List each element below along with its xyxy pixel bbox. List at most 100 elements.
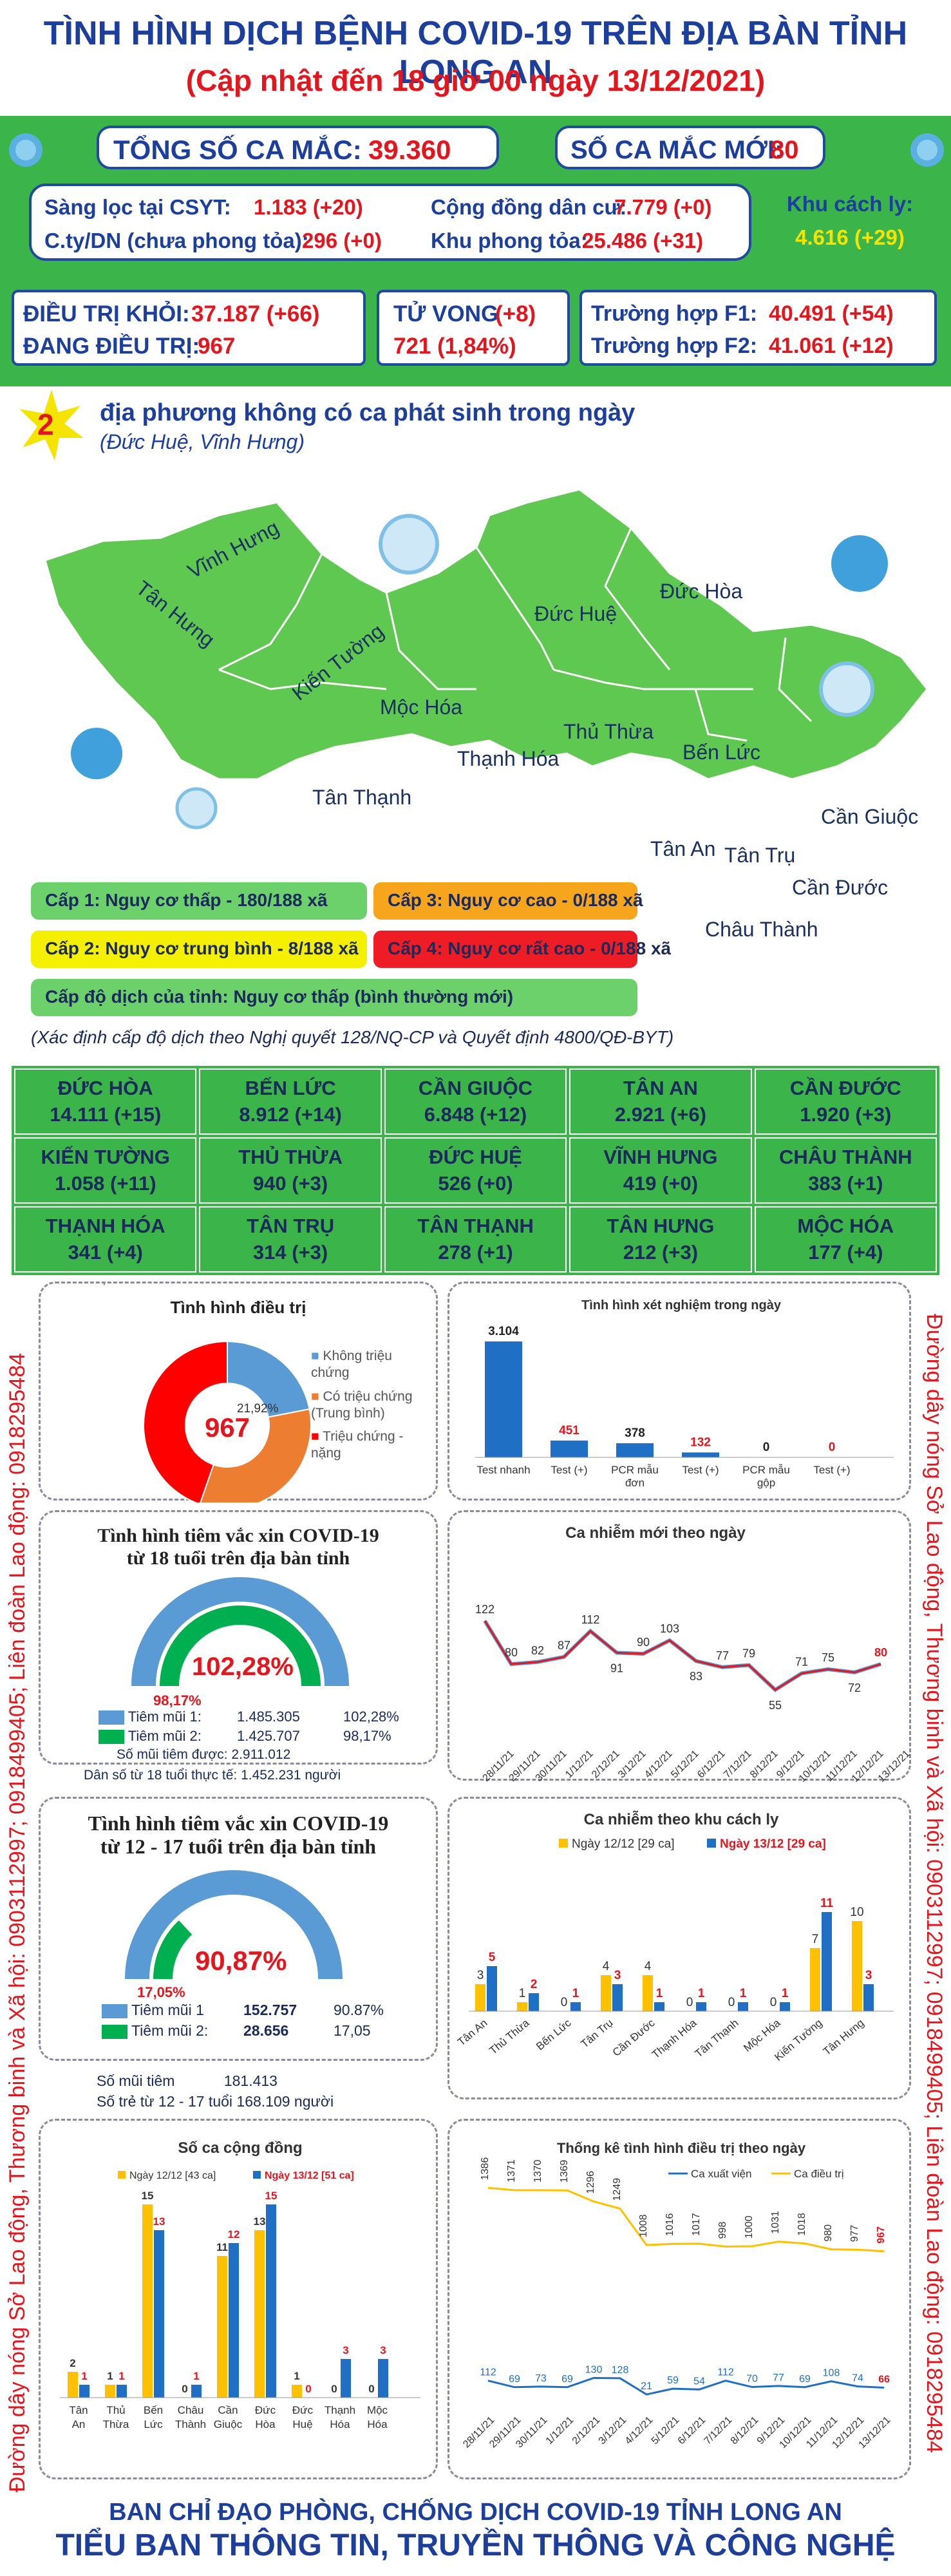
data-label: 66: [878, 2374, 890, 2385]
bar: [341, 2359, 351, 2398]
source-breakdown-box: Sàng lọc tại CSYT: 1.183 (+20) Cộng đồng…: [29, 184, 751, 261]
bar-label: 1: [107, 2370, 113, 2382]
pie-slice: [143, 1340, 228, 1502]
bar: [612, 1984, 623, 2011]
tick-label: 4/12/21: [623, 2414, 655, 2447]
legend-swatch: [707, 1839, 716, 1848]
bar: [822, 1912, 832, 2011]
bar-label: 13: [153, 2215, 165, 2228]
virus-icon: [71, 728, 122, 779]
bar-label: 4: [603, 1960, 610, 1973]
sun-badge-icon: [19, 390, 84, 460]
district-name: THẠNH HÓA: [45, 1215, 165, 1238]
map-label: Châu Thành: [705, 918, 818, 941]
gauge-second-pct: 98,17%: [153, 1692, 202, 1709]
district-name: MỘC HÓA: [797, 1215, 894, 1238]
dose1-label: Tiêm mũi 1: [131, 2002, 204, 2018]
dose2-label: Tiêm mũi 2:: [131, 2022, 209, 2039]
data-label: 980: [823, 2224, 834, 2242]
footer-line1: BAN CHỈ ĐẠO PHÒNG, CHỐNG DỊCH COVID-19 T…: [109, 2499, 842, 2526]
district-cell: CẦN ĐƯỚC 1.920 (+3): [754, 1068, 937, 1135]
tick-label: 8/12/21: [729, 2414, 761, 2447]
bar-label: 451: [559, 1424, 579, 1437]
legend-label: Triệu chứng - nặng: [311, 1429, 404, 1461]
district-cell: ĐỨC HÒA 14.111 (+15): [14, 1068, 197, 1135]
tick-label: Thạnh: [325, 2404, 355, 2416]
district-value: 314 (+3): [252, 1240, 328, 1264]
vaccine-teen-title: Tình hình tiêm vắc xin COVID-19: [88, 1812, 389, 1835]
tick-label: Hóa: [367, 2418, 388, 2430]
data-label: 79: [742, 1647, 755, 1660]
tick-label: Test (+): [551, 1464, 587, 1476]
district-value: 6.848 (+12): [424, 1103, 527, 1126]
chart-title: Tình hình xét nghiệm trong ngày: [581, 1298, 782, 1312]
tick-label: Giuộc: [214, 2418, 243, 2430]
bar-label: 15: [142, 2190, 154, 2202]
bar-label: 132: [690, 1435, 711, 1449]
bar: [738, 2002, 748, 2011]
district-cell: TÂN HƯNG 212 (+3): [569, 1206, 752, 1273]
legend-swatch: [253, 2171, 261, 2179]
bar-label: 15: [265, 2190, 278, 2202]
district-value: 212 (+3): [623, 1240, 699, 1264]
tick-label: Thủ Thừa: [487, 2016, 532, 2057]
bar: [475, 1984, 485, 2011]
bar: [517, 2002, 527, 2011]
bar: [105, 2385, 115, 2398]
tick-label: 2/12/21: [590, 1748, 622, 1781]
data-label: 112: [717, 2367, 734, 2378]
district-cell: TÂN THẠNH 278 (+1): [384, 1206, 567, 1273]
bar-label: 0: [561, 1996, 568, 2009]
bar-label: 13: [254, 2215, 266, 2228]
isolation-bar-chart: Ca nhiễm theo khu cách ly Ngày 12/12 [29 …: [455, 1810, 894, 2063]
isolation-panel: Ca nhiễm theo khu cách ly Ngày 12/12 [29 …: [447, 1797, 911, 2099]
district-cell: MỘC HÓA 177 (+4): [754, 1206, 937, 1273]
data-label: 80: [505, 1646, 518, 1659]
data-label: 55: [769, 1699, 782, 1712]
tick-label: 1/12/21: [544, 2414, 576, 2447]
bar-label: 1: [193, 2370, 199, 2382]
tick-label: 2/12/21: [570, 2414, 603, 2447]
province-map: [44, 488, 927, 781]
treating-value: 967: [198, 334, 236, 359]
dose1-label: Tiêm mũi 1:: [127, 1709, 202, 1725]
slice-label: 33,40%: [89, 1283, 131, 1287]
tick-label: 3/12/21: [616, 1748, 648, 1781]
district-cell: CẦN GIUỘC 6.848 (+12): [384, 1068, 567, 1135]
new-cases-box: SỐ CA MẮC MỚI: 80: [555, 126, 825, 169]
testing-bar-chart: Tình hình xét nghiệm trong ngày 3.104 Test…: [475, 1298, 894, 1489]
community-panel: Số ca cộng đồng Ngày 12/12 [43 ca] Ngày 13…: [39, 2119, 438, 2479]
vaccine-teen-total: Số mũi tiêm 181.413: [97, 2072, 278, 2089]
page-subtitle: (Cập nhật đến 18 giờ 00 ngày 13/12/2021): [185, 64, 766, 97]
bar-label: 11: [216, 2241, 228, 2253]
district-name: TÂN AN: [623, 1077, 698, 1100]
district-cell: THẠNH HÓA 341 (+4): [14, 1206, 197, 1273]
district-name: BẾN LỨC: [245, 1077, 336, 1100]
tick-label: Tân Hưng: [821, 2017, 867, 2058]
district-name: VĨNH HƯNG: [603, 1146, 718, 1169]
no-case-text: địa phương không có ca phát sinh trong n…: [100, 399, 636, 426]
legend-label: Ngày 12/12 [29 ca]: [572, 1837, 675, 1851]
vaccine-adult-gauge: [131, 1577, 349, 1687]
legend-label: Ngày 12/12 [43 ca]: [129, 2170, 216, 2181]
virus-icon: [819, 661, 874, 717]
district-cell: THỦ THỪA 940 (+3): [199, 1137, 382, 1204]
district-cell: TÂN AN 2.921 (+6): [569, 1068, 752, 1135]
company-value: 296 (+0): [302, 229, 382, 252]
data-label: 967: [876, 2226, 887, 2244]
bar: [68, 2372, 78, 2398]
data-label: 977: [849, 2225, 860, 2242]
data-label: 1008: [638, 2214, 649, 2237]
bar-label: 1: [519, 1987, 526, 2000]
vaccine-teen-gauge: [125, 1870, 343, 1980]
level-2-legend: Cấp 2: Nguy cơ trung bình - 8/188 xã: [31, 931, 367, 968]
hotline-right: Đường dây nóng Sở Lao động, Thương binh …: [922, 1314, 946, 2454]
gauge-second-pct: 17,05%: [137, 1984, 185, 2000]
data-label: 21: [641, 2381, 652, 2392]
screening-label: Sàng lọc tại CSYT:: [44, 195, 231, 219]
tick-label: 7/12/21: [722, 1748, 754, 1781]
bar-label: 0: [829, 1441, 836, 1454]
bar-label: 1: [118, 2370, 124, 2382]
tick-label: 1/12/21: [563, 1748, 596, 1781]
dose2-label: Tiêm mũi 2:: [127, 1728, 202, 1744]
